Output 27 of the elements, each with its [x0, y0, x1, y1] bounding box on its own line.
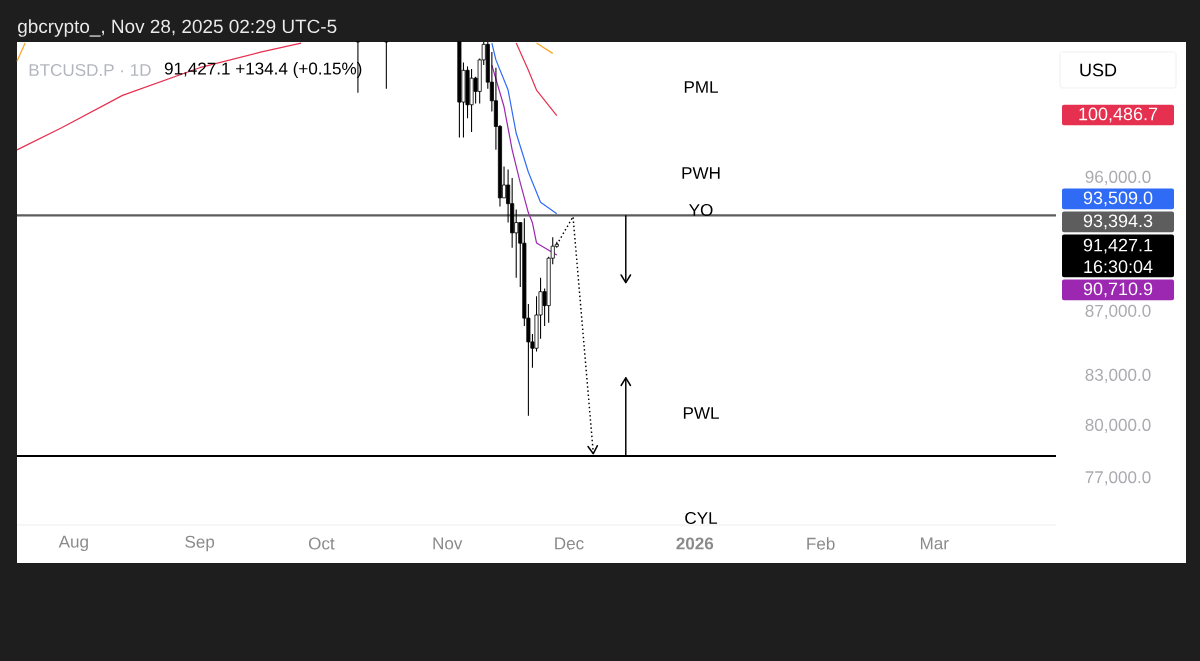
x-tick-label: Aug [58, 535, 88, 552]
annotation: CYL [685, 511, 718, 525]
y-tick-label: 96,000.0 [1085, 170, 1151, 185]
x-tick-label: Nov [433, 537, 463, 550]
text: 16:30:04 [1084, 260, 1153, 274]
annotation: PML [684, 81, 718, 93]
annotation: PWL [683, 407, 719, 419]
x-tick-label: Mar [920, 537, 949, 550]
y-tick-label: 77,000.0 [1085, 471, 1151, 486]
y-tick-label: 80,000.0 [1085, 418, 1151, 433]
text: 90,710.9 [1083, 282, 1153, 298]
x-tick-label: Sep [185, 535, 215, 552]
annotation: YO [689, 203, 713, 217]
y-tick-label: 87,000.0 [1085, 304, 1151, 319]
text: 100,486.7 [1079, 107, 1158, 123]
y-tick-label: 83,000.0 [1085, 368, 1151, 383]
annotation: PWH [682, 167, 720, 179]
x-tick-label: Dec [555, 537, 584, 550]
text: 93,509.0 [1083, 191, 1153, 207]
y-axis-title: USD [1080, 63, 1117, 77]
x-tick-label: Feb [807, 537, 835, 550]
text: BTCUSD.P · 1D [29, 63, 151, 77]
text: 91,427.1 [1083, 238, 1153, 254]
x-tick-label: 2026 [676, 537, 714, 550]
x-tick-label: Oct [308, 537, 335, 550]
ref-line-label: 93,394.3 [1083, 214, 1153, 230]
text: gbcrypto_, Nov 28, 2025 02:29 UTC-5 [18, 19, 337, 37]
